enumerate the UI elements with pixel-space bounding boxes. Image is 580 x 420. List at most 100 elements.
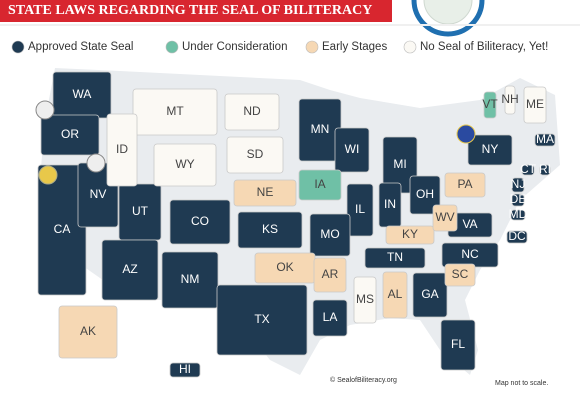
state [412,272,448,318]
state [233,179,297,207]
state-label: CO [191,214,209,228]
seal-pins [35,100,476,185]
state [37,164,87,296]
state [521,164,535,176]
state-label: MS [356,292,374,306]
pin [38,165,58,185]
state [444,263,476,287]
state-label: IL [355,202,365,216]
state-label: VT [482,97,498,111]
state [382,271,408,319]
state [353,276,377,324]
legend: Approved State Seal Under Consideration Ea… [11,40,548,54]
state [226,136,284,174]
legend-label: Under Consideration [182,41,287,53]
state [364,247,426,269]
state-label: FL [451,337,465,351]
state [298,169,342,201]
credit: © SealofBiliteracy.org [330,376,397,384]
state [346,183,374,237]
state-label: MA [536,132,554,146]
state [504,85,516,115]
state-label: TN [387,250,403,264]
state [169,199,231,245]
title-banner [0,0,392,22]
state [237,211,303,249]
state-label: HI [179,362,191,376]
note: Map not to scale. [495,380,548,387]
state-label: UT [132,204,149,218]
state-label: OK [276,260,293,274]
state [312,299,348,337]
state-label: OR [61,127,79,141]
state-label: OH [416,187,434,201]
state [40,114,100,156]
state-label: NH [501,92,518,106]
state-label: MT [166,104,184,118]
pin [456,124,476,144]
legend-swatch [165,40,179,54]
state [539,164,551,176]
state-label: LA [323,310,338,324]
pin [35,100,55,120]
state-label: SD [247,147,264,161]
state-label: ME [526,97,544,111]
state-label: NJ [511,177,526,191]
legend-swatch [403,40,417,54]
state-label: DC [508,229,526,243]
state [511,193,525,207]
state [169,362,201,378]
state-label: KY [402,227,418,241]
state [506,230,528,244]
state-label: NC [461,247,479,261]
state-label: ID [116,142,128,156]
state-label: AR [322,267,339,281]
state [58,305,118,359]
legend-label: Approved State Seal [28,41,134,53]
state [224,93,280,131]
state-label: NM [181,272,200,286]
state-label: IA [314,177,325,191]
state-label: WV [435,210,454,224]
state [309,213,351,257]
states: WA OR CA NV UT AZ CO NM TX KS MN WI MI IL IN OH MO LA TN GA… [37,71,556,378]
state [216,284,308,356]
legend-swatch [305,40,319,54]
state-label: NE [257,185,274,199]
state [161,251,219,309]
state-label: AK [80,324,96,338]
state [385,225,435,245]
title: STATE LAWS REGARDING THE SEAL OF BILITER… [8,3,372,18]
state-label: VA [462,217,477,231]
state [534,133,556,147]
state [106,113,138,187]
legend-swatch [11,40,25,54]
state [132,88,218,136]
state-label: RI [539,162,551,176]
state [409,175,441,215]
state-label: MO [320,227,339,241]
pin [86,153,106,173]
state-label: NY [482,142,499,156]
state-label: MD [509,207,528,221]
state-label: TX [254,312,269,326]
legend-label: Early Stages [322,41,387,53]
state-label: KS [262,222,278,236]
state [523,86,547,124]
state-label: DE [510,192,527,206]
state-label: WI [345,142,360,156]
state-label: MI [393,157,406,171]
state-label: GA [421,287,438,301]
state-label: CA [54,222,71,236]
state-label: SC [452,267,469,281]
state-label: ND [243,104,261,118]
state-label: WA [73,87,92,101]
state [440,319,476,371]
state [483,91,497,119]
state [510,209,526,221]
state-label: CT [520,162,537,176]
state-label: WY [175,157,194,171]
state [153,143,217,187]
state-label: NV [90,187,107,201]
